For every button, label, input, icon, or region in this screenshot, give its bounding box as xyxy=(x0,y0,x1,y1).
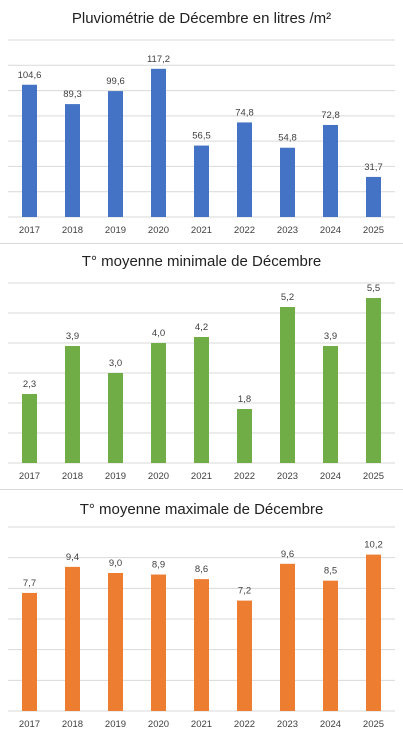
x-tick-label: 2020 xyxy=(148,719,169,730)
data-label: 89,3 xyxy=(63,89,82,100)
data-label: 4,0 xyxy=(152,328,165,339)
bar xyxy=(151,68,166,217)
x-tick-label: 2025 xyxy=(363,225,384,236)
x-tick-label: 2017 xyxy=(19,471,40,482)
bar xyxy=(323,346,338,463)
x-tick-label: 2020 xyxy=(148,225,169,236)
chart-divider xyxy=(0,489,403,490)
bar xyxy=(65,346,80,463)
bar xyxy=(366,176,381,217)
x-tick-label: 2017 xyxy=(19,719,40,730)
bar xyxy=(108,91,123,217)
bar xyxy=(22,592,37,711)
x-tick-label: 2019 xyxy=(105,719,126,730)
data-label: 1,8 xyxy=(238,394,251,405)
x-tick-label: 2021 xyxy=(191,471,212,482)
bar xyxy=(323,124,338,217)
x-tick-label: 2024 xyxy=(320,471,341,482)
bar xyxy=(65,566,80,711)
data-label: 8,9 xyxy=(152,560,165,571)
data-label: 8,6 xyxy=(195,564,208,575)
data-label: 54,8 xyxy=(278,133,297,144)
x-tick-label: 2025 xyxy=(363,471,384,482)
bar xyxy=(194,579,209,711)
data-label: 9,6 xyxy=(281,549,294,560)
data-label: 74,8 xyxy=(235,107,254,118)
data-label: 72,8 xyxy=(321,110,340,121)
bar xyxy=(194,337,209,463)
data-label: 10,2 xyxy=(364,540,383,551)
max-temp-bar-chart: 7,7 2017 9,4 2018 9,0 2019 8,9 2020 8,6 2021 7,2 20… xyxy=(8,526,395,730)
x-tick-label: 2023 xyxy=(277,471,298,482)
data-label: 3,9 xyxy=(324,331,337,342)
data-label: 3,9 xyxy=(66,331,79,342)
x-tick-label: 2018 xyxy=(62,471,83,482)
bar xyxy=(194,145,209,217)
x-tick-label: 2024 xyxy=(320,225,341,236)
rainfall-chart-panel: Pluviométrie de Décembre en litres /m² 1… xyxy=(0,0,403,240)
data-label: 7,7 xyxy=(23,578,36,589)
bar xyxy=(151,343,166,463)
bar xyxy=(22,84,37,218)
chart-title: T° moyenne maximale de Décembre xyxy=(79,501,324,518)
data-label: 104,6 xyxy=(18,70,42,81)
x-tick-label: 2018 xyxy=(62,225,83,236)
data-label: 117,2 xyxy=(147,54,170,65)
x-tick-label: 2022 xyxy=(234,225,255,236)
x-tick-label: 2023 xyxy=(277,225,298,236)
bar xyxy=(22,394,37,463)
bar xyxy=(151,574,166,711)
bar xyxy=(108,573,123,711)
x-tick-label: 2017 xyxy=(19,225,40,236)
x-tick-label: 2018 xyxy=(62,719,83,730)
x-tick-label: 2019 xyxy=(105,225,126,236)
x-tick-label: 2025 xyxy=(363,719,384,730)
x-tick-label: 2023 xyxy=(277,719,298,730)
bar xyxy=(65,104,80,217)
bar xyxy=(366,298,381,463)
bar xyxy=(280,147,295,217)
data-label: 3,0 xyxy=(109,358,122,369)
data-label: 5,2 xyxy=(281,292,294,303)
bar xyxy=(237,600,252,711)
x-tick-label: 2024 xyxy=(320,719,341,730)
bar xyxy=(237,122,252,217)
bar xyxy=(237,409,252,463)
data-label: 8,5 xyxy=(324,566,337,577)
max-temp-chart-panel: T° moyenne maximale de Décembre 7,7 2017 9… xyxy=(0,491,403,736)
min-temp-chart-panel: T° moyenne minimale de Décembre 2,3 2017 3… xyxy=(0,245,403,490)
x-tick-label: 2021 xyxy=(191,719,212,730)
data-label: 5,5 xyxy=(367,283,380,294)
bar xyxy=(280,563,295,711)
bar xyxy=(366,554,381,711)
data-label: 4,2 xyxy=(195,322,208,333)
x-tick-label: 2022 xyxy=(234,471,255,482)
x-tick-label: 2020 xyxy=(148,471,169,482)
data-label: 2,3 xyxy=(23,379,36,390)
data-label: 7,2 xyxy=(238,586,251,597)
x-tick-label: 2022 xyxy=(234,719,255,730)
bar xyxy=(108,373,123,463)
rainfall-bar-chart: 104,6 2017 89,3 2018 99,6 2019 117,2 2020 56,5 20… xyxy=(8,39,395,236)
x-tick-label: 2019 xyxy=(105,471,126,482)
data-label: 9,0 xyxy=(109,558,122,569)
data-label: 31,7 xyxy=(364,162,383,173)
data-label: 99,6 xyxy=(106,76,125,87)
chart-title: Pluviométrie de Décembre en litres /m² xyxy=(71,10,332,27)
data-label: 9,4 xyxy=(66,552,79,563)
bar xyxy=(280,307,295,463)
chart-divider xyxy=(0,243,403,244)
chart-title: T° moyenne minimale de Décembre xyxy=(81,253,322,270)
min-temp-bar-chart: 2,3 2017 3,9 2018 3,0 2019 4,0 2020 4,2 2021 1,8 20… xyxy=(8,282,395,482)
data-label: 56,5 xyxy=(192,131,211,142)
x-tick-label: 2021 xyxy=(191,225,212,236)
bar xyxy=(323,580,338,711)
